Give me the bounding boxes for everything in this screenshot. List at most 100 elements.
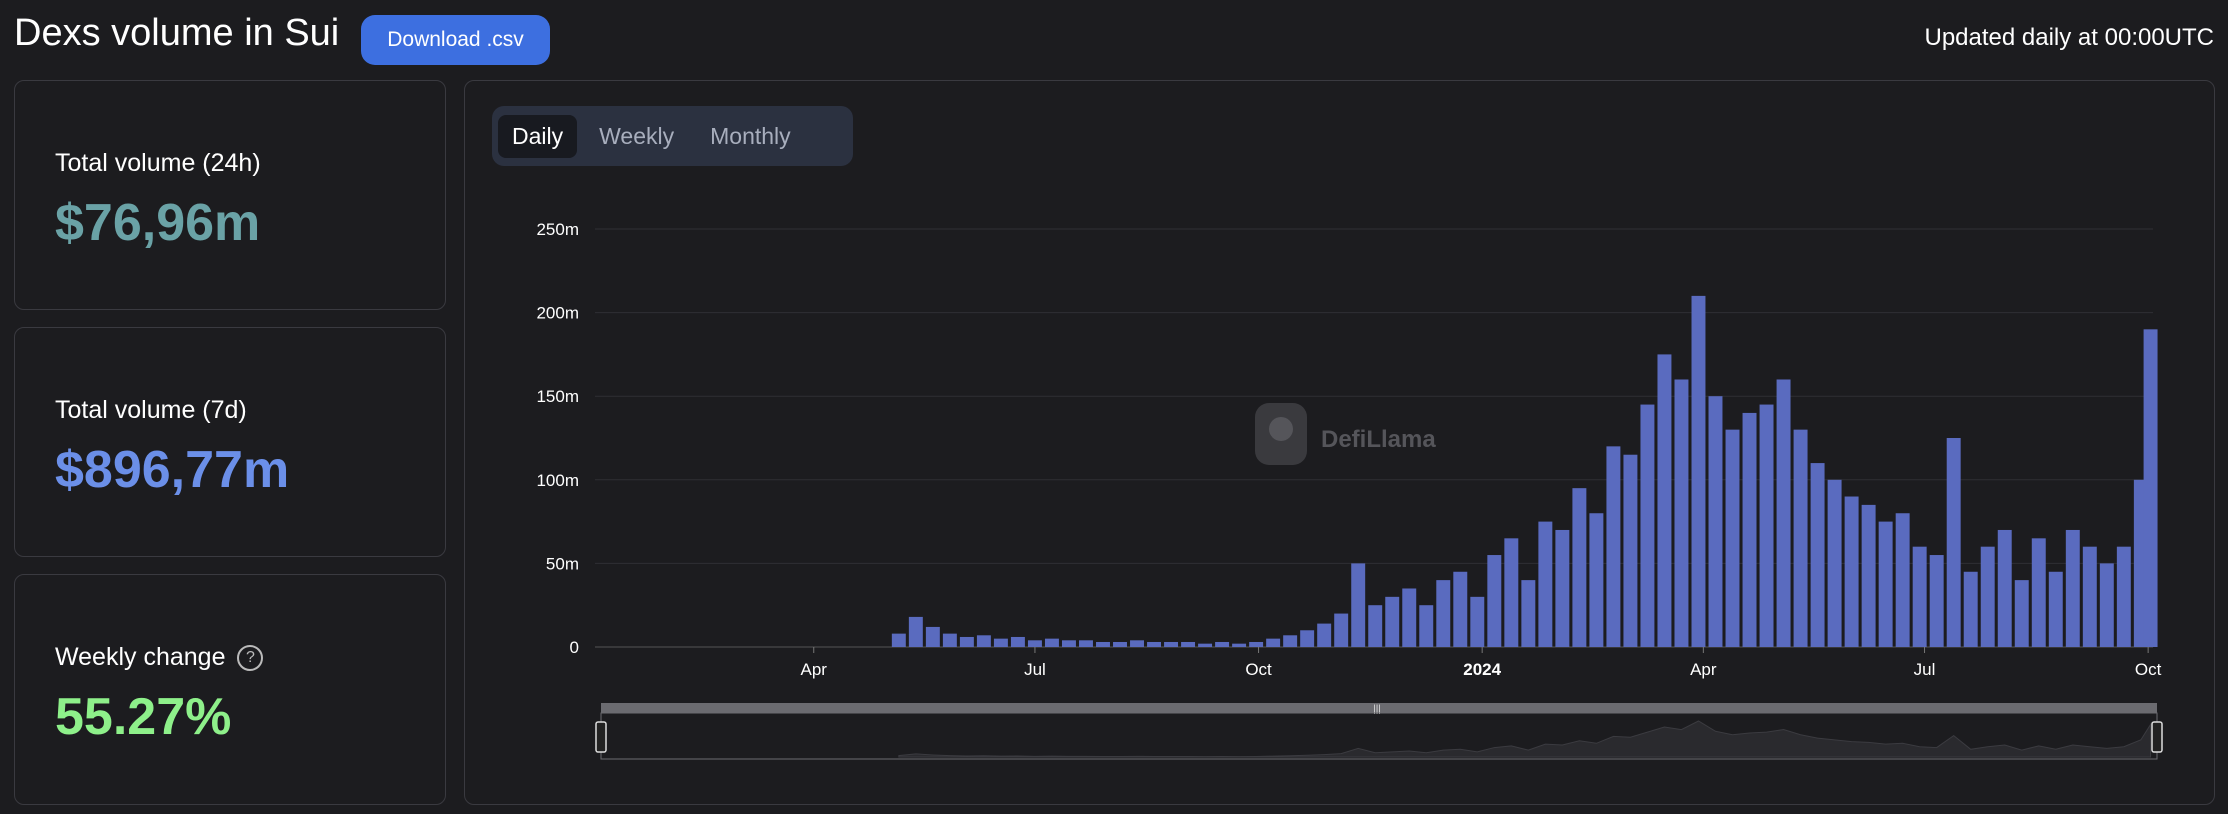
chart-panel: Daily Weekly Monthly DefiLlama 0 50m 100m 1… bbox=[464, 80, 2215, 805]
volume-bar[interactable] bbox=[2014, 580, 2029, 647]
volume-bar[interactable] bbox=[1249, 641, 1264, 647]
y-tick-label: 150m bbox=[536, 387, 579, 406]
volume-bar[interactable] bbox=[2099, 563, 2114, 647]
volume-bar[interactable] bbox=[1351, 563, 1366, 647]
volume-bar[interactable] bbox=[1266, 638, 1281, 647]
volume-bar[interactable] bbox=[1844, 496, 1859, 647]
volume-bar[interactable] bbox=[1912, 546, 1927, 647]
stat-card-7d: Total volume (7d) $896,77m bbox=[14, 327, 446, 557]
navigator-area bbox=[898, 720, 2152, 758]
navigator-bar[interactable] bbox=[601, 703, 2157, 713]
volume-bar[interactable] bbox=[1963, 571, 1978, 647]
volume-bar[interactable] bbox=[1470, 596, 1485, 647]
volume-bar[interactable] bbox=[1164, 641, 1179, 647]
navigator-handle-right[interactable] bbox=[2151, 721, 2163, 753]
volume-bar[interactable] bbox=[1793, 429, 1808, 647]
volume-bar[interactable] bbox=[1623, 454, 1638, 647]
volume-bar[interactable] bbox=[1283, 635, 1298, 647]
volume-bar[interactable] bbox=[2082, 546, 2097, 647]
volume-bar[interactable] bbox=[1198, 643, 1213, 647]
volume-bar[interactable] bbox=[1742, 412, 1757, 647]
volume-bar[interactable] bbox=[1861, 504, 1876, 647]
download-csv-button[interactable]: Download .csv bbox=[361, 15, 550, 65]
volume-bar[interactable] bbox=[1538, 521, 1553, 647]
tab-daily[interactable]: Daily bbox=[498, 114, 578, 158]
volume-bar[interactable] bbox=[1674, 379, 1689, 647]
x-tick-label: Jul bbox=[1024, 660, 1046, 679]
stat-card-24h: Total volume (24h) $76,96m bbox=[14, 80, 446, 310]
volume-bar[interactable] bbox=[1572, 488, 1587, 647]
volume-bar[interactable] bbox=[1521, 580, 1536, 647]
volume-bar[interactable] bbox=[993, 638, 1008, 647]
volume-bar[interactable] bbox=[1997, 529, 2012, 647]
volume-bar[interactable] bbox=[1010, 636, 1025, 647]
tab-weekly[interactable]: Weekly bbox=[599, 122, 675, 149]
navigator-handle-left[interactable] bbox=[595, 721, 607, 753]
volume-bar[interactable] bbox=[1725, 429, 1740, 647]
volume-bar[interactable] bbox=[1368, 605, 1383, 647]
volume-bar[interactable] bbox=[1402, 588, 1417, 647]
volume-bar[interactable] bbox=[891, 633, 906, 647]
volume-bar[interactable] bbox=[1130, 640, 1144, 647]
volume-bar[interactable] bbox=[1419, 605, 1434, 647]
question-circle-icon[interactable]: ? bbox=[237, 644, 264, 671]
volume-bar[interactable] bbox=[2143, 329, 2158, 647]
volume-bar[interactable] bbox=[1096, 641, 1110, 647]
volume-bar[interactable] bbox=[1640, 404, 1655, 647]
volume-bar[interactable] bbox=[1334, 613, 1349, 647]
volume-bar[interactable] bbox=[2065, 529, 2080, 647]
tab-monthly[interactable]: Monthly bbox=[710, 122, 791, 149]
volume-bar[interactable] bbox=[2031, 538, 2046, 647]
volume-bar[interactable] bbox=[1980, 546, 1995, 647]
volume-bar[interactable] bbox=[1657, 354, 1672, 647]
volume-bar[interactable] bbox=[925, 626, 940, 647]
volume-bar[interactable] bbox=[1232, 643, 1247, 647]
y-tick-label: 200m bbox=[536, 304, 579, 323]
grip-lines-icon[interactable]: ||| bbox=[1373, 704, 1381, 715]
volume-bar[interactable] bbox=[1385, 596, 1400, 647]
page-title: Dexs volume in Sui bbox=[14, 12, 340, 54]
volume-bar[interactable] bbox=[1453, 571, 1468, 647]
volume-bar[interactable] bbox=[1181, 641, 1196, 647]
volume-bar[interactable] bbox=[1878, 521, 1893, 647]
volume-bar[interactable] bbox=[1776, 379, 1791, 647]
volume-bar[interactable] bbox=[1027, 640, 1042, 647]
x-tick-label: 2024 bbox=[1463, 660, 1501, 679]
volume-bar[interactable] bbox=[942, 633, 957, 647]
volume-bar[interactable] bbox=[1929, 555, 1944, 647]
volume-bar[interactable] bbox=[2048, 571, 2063, 647]
volume-bar[interactable] bbox=[1895, 513, 1910, 647]
stat-value: $896,77m bbox=[55, 441, 290, 499]
stat-label: Total volume (7d) bbox=[55, 396, 247, 424]
volume-bar[interactable] bbox=[1555, 529, 1570, 647]
volume-bar[interactable] bbox=[1827, 479, 1842, 647]
volume-bar[interactable] bbox=[1061, 640, 1076, 647]
volume-bar[interactable] bbox=[1300, 630, 1315, 647]
volume-bar[interactable] bbox=[1044, 638, 1059, 647]
volume-bar[interactable] bbox=[1810, 463, 1825, 647]
volume-bar[interactable] bbox=[1589, 513, 1604, 647]
volume-bar[interactable] bbox=[1759, 404, 1774, 647]
volume-bar[interactable] bbox=[1436, 580, 1451, 647]
volume-bar[interactable] bbox=[1708, 396, 1723, 647]
volume-bar[interactable] bbox=[1691, 295, 1706, 647]
volume-bar[interactable] bbox=[1606, 446, 1621, 647]
volume-bar[interactable] bbox=[1487, 555, 1502, 647]
x-tick-label: Oct bbox=[2135, 660, 2162, 679]
volume-bar[interactable] bbox=[1946, 438, 1961, 647]
y-tick-label: 100m bbox=[536, 471, 579, 490]
volume-bar[interactable] bbox=[908, 616, 923, 647]
volume-bar[interactable] bbox=[1504, 538, 1519, 647]
volume-bar[interactable] bbox=[1317, 623, 1332, 647]
volume-bar[interactable] bbox=[1215, 641, 1230, 647]
volume-bar[interactable] bbox=[1147, 641, 1162, 647]
x-tick-label: Apr bbox=[1690, 660, 1717, 679]
volume-bar[interactable] bbox=[976, 635, 991, 647]
volume-bar[interactable] bbox=[2116, 546, 2131, 647]
volume-bar[interactable] bbox=[959, 636, 974, 647]
stat-label: Weekly change bbox=[55, 643, 226, 671]
volume-bar[interactable] bbox=[1079, 640, 1093, 647]
volume-chart[interactable]: DefiLlama 0 50m 100m 150m 200m 250m Apr Jul Oct… bbox=[465, 81, 2216, 806]
volume-bar[interactable] bbox=[1113, 641, 1127, 647]
range-navigator[interactable]: ||| bbox=[595, 703, 2163, 760]
